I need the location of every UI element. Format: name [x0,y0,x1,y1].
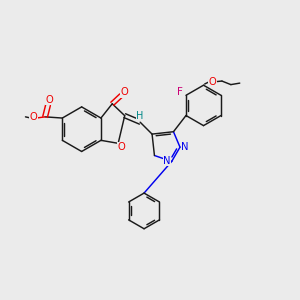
Text: O: O [118,142,126,152]
Text: F: F [177,87,183,97]
Text: O: O [120,88,128,98]
Text: N: N [163,156,171,166]
Text: O: O [208,76,216,87]
Text: O: O [45,94,53,105]
Text: N: N [181,142,188,152]
Text: H: H [136,111,144,121]
Text: O: O [29,112,37,122]
